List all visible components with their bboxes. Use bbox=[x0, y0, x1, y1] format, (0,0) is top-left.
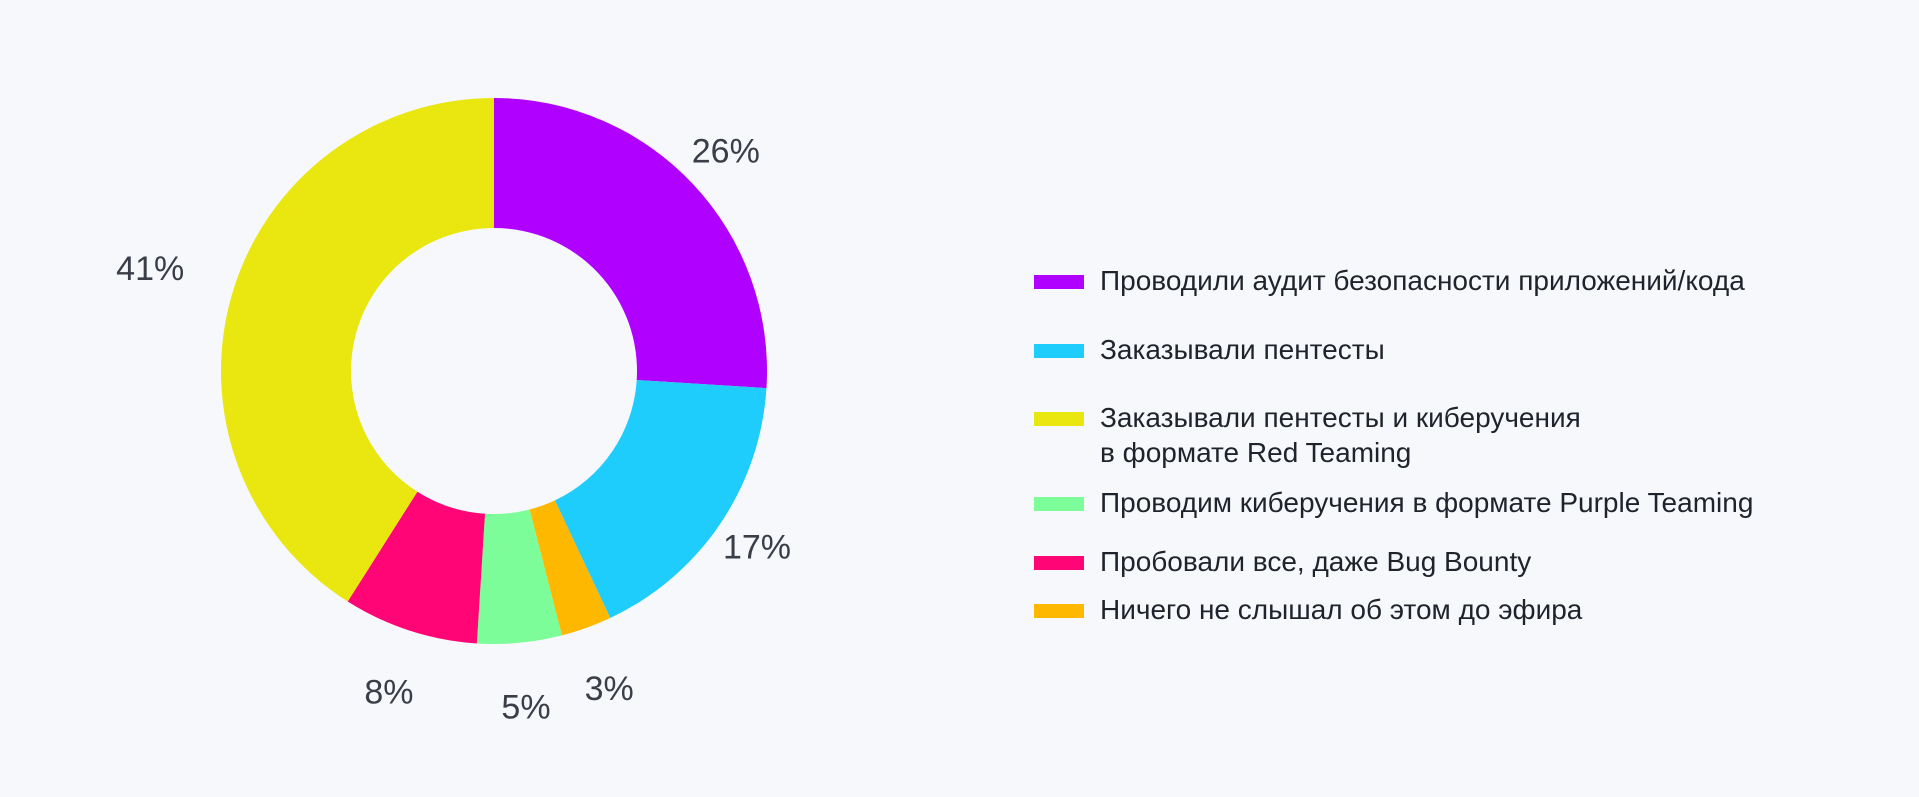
legend-item-purple-teaming: Проводим киберучения в формате Purple Te… bbox=[1034, 485, 1753, 520]
donut-slice-3 bbox=[476, 509, 562, 645]
legend-label: Ничего не слышал об этом до эфира bbox=[1100, 594, 1583, 625]
percent-label-0: 26% bbox=[692, 132, 760, 170]
legend-label: Заказывали пентесты и киберучения в форм… bbox=[1100, 402, 1581, 468]
legend-label: Заказывали пентесты bbox=[1100, 334, 1385, 365]
legend-item-pentests: Заказывали пентесты bbox=[1034, 332, 1385, 367]
legend-label: Проводим киберучения в формате Purple Te… bbox=[1100, 487, 1754, 518]
chart-legend: Проводили аудит безопасности приложений/… bbox=[1034, 0, 1894, 797]
donut-slice-4 bbox=[347, 491, 486, 644]
donut-percent-labels: 26% 17% 3% 5% 8% 41% bbox=[116, 132, 791, 726]
legend-swatch bbox=[1034, 412, 1084, 426]
legend-label: Пробовали все, даже Bug Bounty bbox=[1100, 546, 1532, 577]
donut-slice-1 bbox=[554, 379, 767, 619]
percent-label-4: 8% bbox=[364, 673, 413, 711]
donut-slice-0 bbox=[494, 98, 767, 389]
legend-swatch bbox=[1034, 604, 1084, 618]
legend-label: Проводили аудит безопасности приложений/… bbox=[1100, 265, 1745, 296]
donut-slice-5 bbox=[220, 98, 494, 602]
donut-slice-2 bbox=[529, 500, 611, 636]
percent-label-5: 41% bbox=[116, 250, 184, 288]
legend-swatch bbox=[1034, 344, 1084, 358]
donut-slices bbox=[220, 98, 767, 645]
legend-swatch bbox=[1034, 497, 1084, 511]
percent-label-2: 3% bbox=[585, 670, 634, 708]
percent-label-1: 17% bbox=[723, 529, 791, 567]
legend-swatch bbox=[1034, 556, 1084, 570]
legend-item-red-teaming: Заказывали пентесты и киберучения в форм… bbox=[1034, 400, 1581, 470]
percent-label-3: 5% bbox=[501, 688, 550, 726]
legend-item-bug-bounty: Пробовали все, даже Bug Bounty bbox=[1034, 544, 1531, 579]
legend-item-app-audit: Проводили аудит безопасности приложений/… bbox=[1034, 263, 1745, 298]
legend-swatch bbox=[1034, 275, 1084, 289]
legend-item-never-heard: Ничего не слышал об этом до эфира bbox=[1034, 592, 1582, 627]
